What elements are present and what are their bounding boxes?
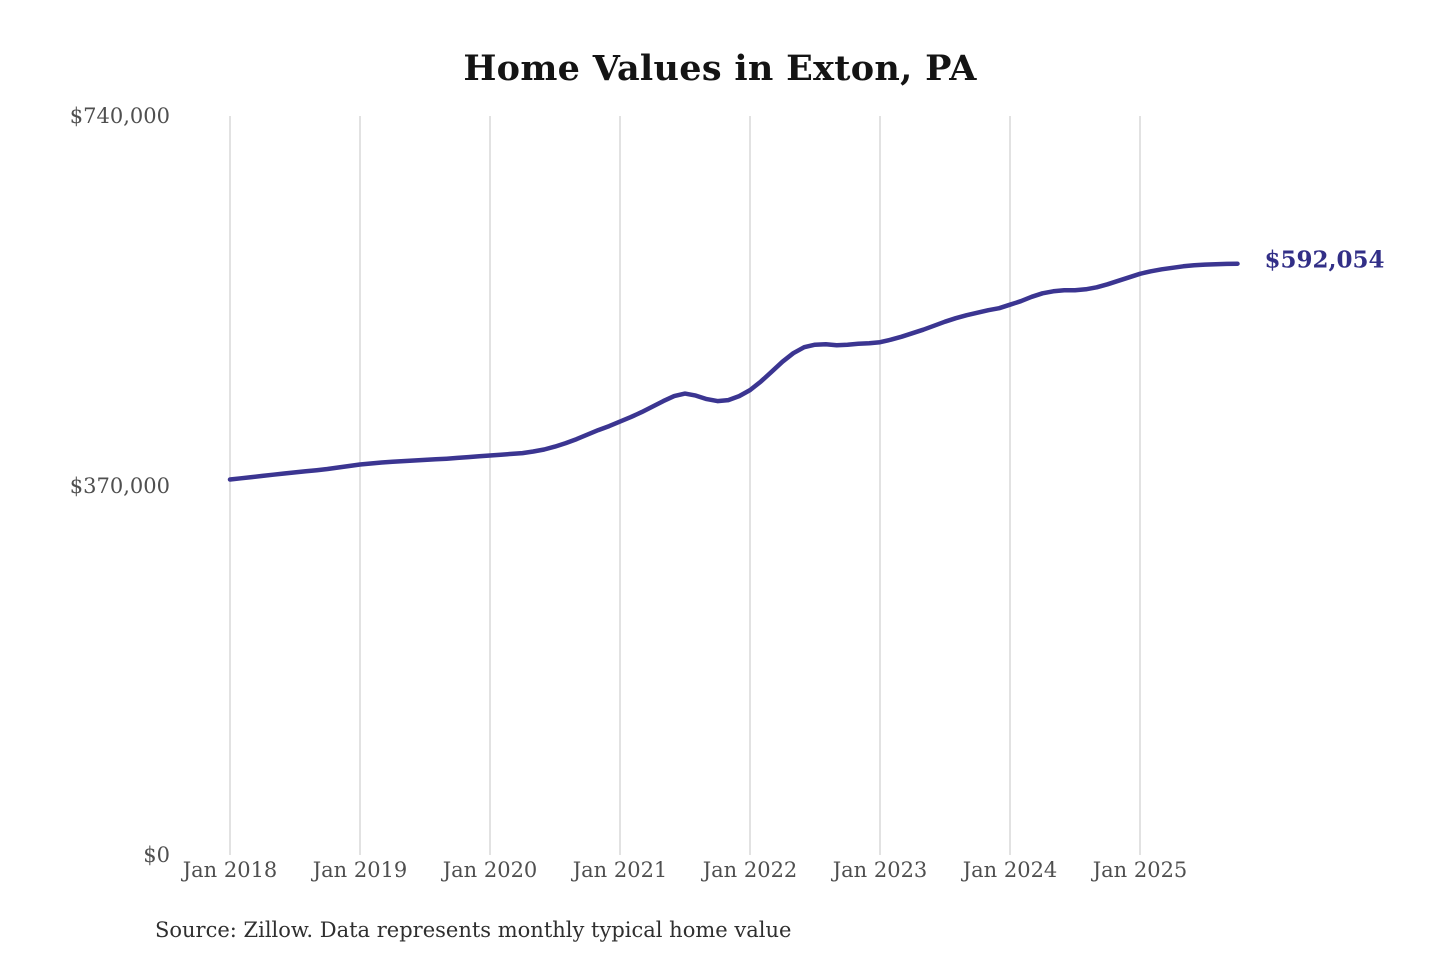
- chart-title: Home Values in Exton, PA: [463, 48, 977, 89]
- x-axis-tick-label: Jan 2025: [1092, 858, 1188, 882]
- gridlines: [229, 116, 1141, 855]
- y-axis-tick-label: $740,000: [69, 104, 170, 128]
- x-axis-tick-label: Jan 2021: [572, 858, 668, 882]
- source-note: Source: Zillow. Data represents monthly …: [155, 918, 792, 942]
- y-axis-tick-label: $0: [143, 843, 170, 867]
- home-value-line: [227, 261, 1240, 482]
- x-axis-tick-label: Jan 2018: [182, 858, 278, 882]
- x-axis-tick-label: Jan 2024: [962, 858, 1058, 882]
- x-axis-tick-label: Jan 2019: [312, 858, 408, 882]
- latest-value-label: $592,054: [1264, 246, 1385, 274]
- x-axis-tick-label: Jan 2022: [702, 858, 798, 882]
- y-axis-tick-label: $370,000: [69, 473, 170, 498]
- x-axis-tick-label: Jan 2023: [832, 858, 928, 882]
- x-axis-tick-label: Jan 2020: [442, 858, 538, 882]
